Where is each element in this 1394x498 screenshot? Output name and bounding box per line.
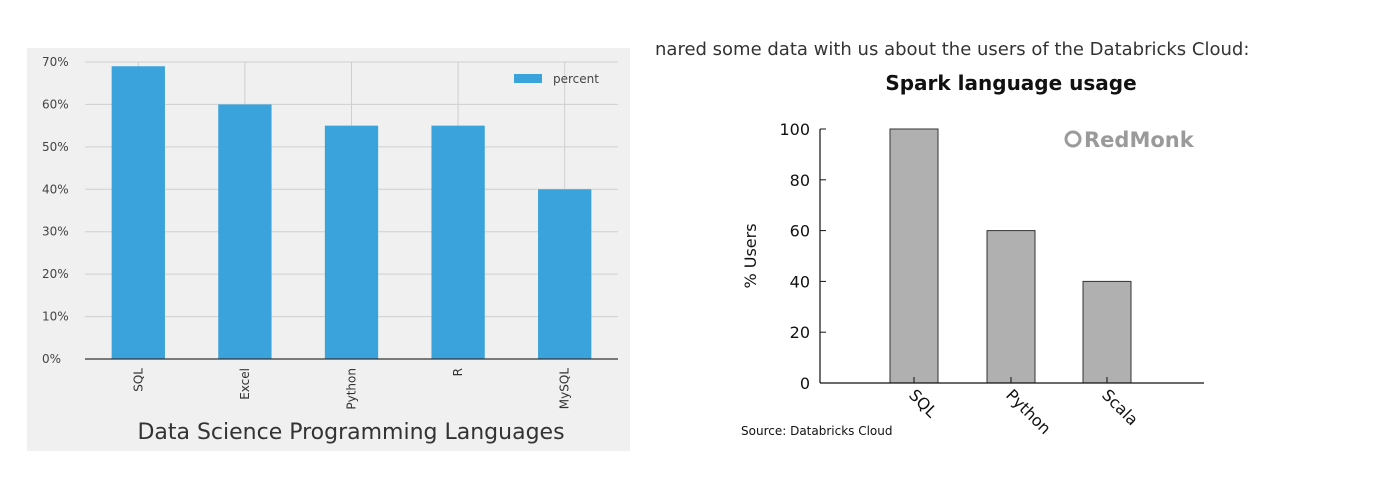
right-x-tick-label: Python xyxy=(1002,385,1055,438)
left-legend: percent xyxy=(514,72,599,86)
right-y-tick-label: 20 xyxy=(790,323,810,342)
legend-label-percent: percent xyxy=(553,72,599,86)
caption-fragment: nared some data with us about the users … xyxy=(655,39,1249,60)
left-y-tick-label: 30% xyxy=(42,225,69,239)
left-y-tick-label: 20% xyxy=(42,267,69,281)
bar-excel xyxy=(218,104,272,359)
left-y-tick-labels: 0% 10% 20% 30% 40% 50% 60% 70% xyxy=(42,55,69,366)
right-y-axis-title: % Users xyxy=(741,223,760,288)
left-x-tick-label: Python xyxy=(345,368,359,410)
right-x-tick-labels: SQL Python Scala xyxy=(905,377,1142,438)
left-x-tick-label: MySQL xyxy=(558,368,572,410)
left-y-tick-label: 60% xyxy=(42,97,69,111)
left-y-tick-label: 0% xyxy=(42,352,61,366)
right-chart-title: Spark language usage xyxy=(885,71,1136,95)
left-x-tick-labels: SQL Excel Python R MySQL xyxy=(131,368,571,410)
bar-sql xyxy=(889,128,939,384)
bar-r xyxy=(431,125,485,360)
bar-mysql xyxy=(538,189,592,359)
left-y-tick-label: 10% xyxy=(42,310,69,324)
left-x-tick-label: SQL xyxy=(131,368,145,392)
source-note: Source: Databricks Cloud xyxy=(741,424,893,438)
right-y-tick-label: 40 xyxy=(790,272,810,291)
bar-sql xyxy=(111,66,165,359)
left-y-tick-label: 40% xyxy=(42,182,69,196)
right-y-tick-label: 80 xyxy=(790,171,810,190)
right-x-tick-label: SQL xyxy=(905,385,941,421)
right-bars xyxy=(889,128,1132,384)
right-chart: nared some data with us about the users … xyxy=(640,39,1360,438)
redmonk-logo-text: RedMonk xyxy=(1084,128,1195,152)
redmonk-logo: RedMonk xyxy=(1064,128,1195,152)
bar-python xyxy=(324,125,379,360)
left-y-tick-label: 70% xyxy=(42,55,69,69)
left-x-tick-label: R xyxy=(451,368,465,376)
bar-python xyxy=(986,230,1036,384)
right-y-tick-label: 0 xyxy=(800,374,810,393)
right-y-tick-label: 60 xyxy=(790,222,810,241)
left-chart: 0% 10% 20% 30% 40% 50% 60% 70% SQL Excel Python R M… xyxy=(27,48,630,451)
bar-scala xyxy=(1082,280,1132,384)
left-y-tick-label: 50% xyxy=(42,140,69,154)
left-x-tick-label: Excel xyxy=(238,368,252,400)
legend-swatch-percent xyxy=(514,74,542,83)
redmonk-logo-mark xyxy=(1064,130,1082,148)
left-x-axis-title: Data Science Programming Languages xyxy=(137,420,564,445)
left-bars xyxy=(111,66,592,360)
caption-crop-mask xyxy=(640,57,1360,67)
right-y-ticks: 0 20 40 60 80 100 xyxy=(779,120,826,393)
right-x-tick-label: Scala xyxy=(1098,385,1142,429)
right-y-tick-label: 100 xyxy=(779,120,810,139)
